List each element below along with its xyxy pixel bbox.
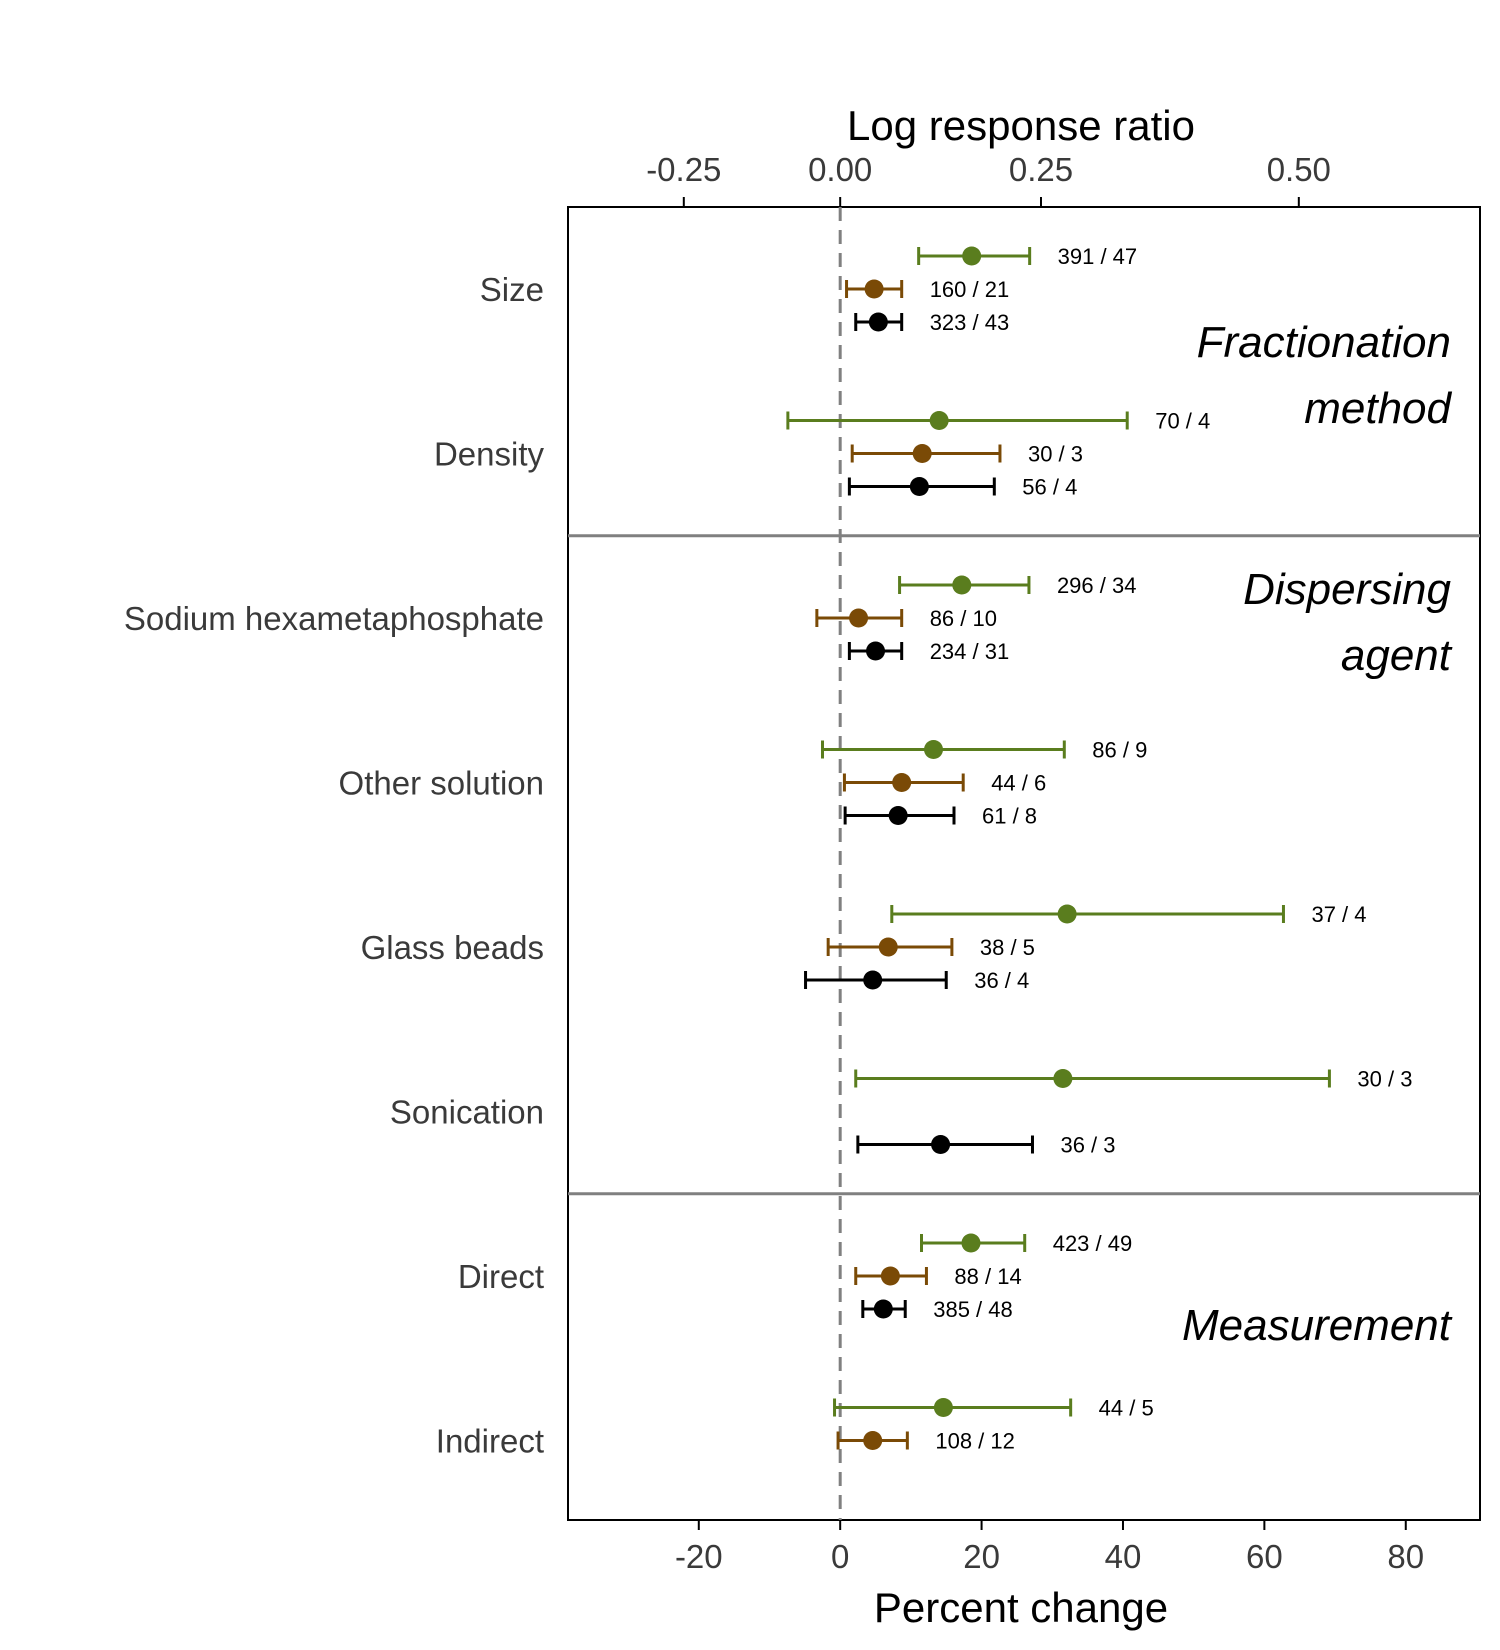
estimate-point [1057,904,1077,924]
group-label: Measurement [1182,1301,1453,1350]
sample-size-label: 160 / 21 [930,277,1010,302]
x-tick-label: 80 [1387,1538,1424,1575]
category-label: Glass beads [361,929,544,966]
estimate-point [961,1233,981,1253]
sample-size-label: 391 / 47 [1058,244,1138,269]
estimate-point [931,1135,951,1154]
sample-size-label: 234 / 31 [930,639,1010,664]
category-label: Sodium hexametaphosphate [124,600,544,637]
x-tick-label: -20 [675,1538,723,1575]
category-label: Sonication [390,1094,544,1131]
estimate-point [933,1398,953,1417]
sample-size-label: 44 / 5 [1099,1396,1154,1421]
category-label: Size [480,271,544,308]
sample-size-label: 86 / 10 [930,606,997,631]
x2-tick-label: -0.25 [646,151,721,188]
estimate-point [1053,1069,1073,1088]
estimate-point [863,970,883,990]
estimate-point [924,740,944,759]
estimate-point [952,575,972,595]
x-tick-label: 0 [831,1538,849,1575]
plot-border [567,206,1481,1521]
sample-size-label: 385 / 48 [933,1297,1013,1322]
sample-size-label: 323 / 43 [930,310,1010,335]
estimate-point [866,641,886,661]
sample-size-label: 56 / 4 [1022,475,1077,500]
x2-tick-label: 0.25 [1009,151,1073,188]
sample-size-label: 296 / 34 [1057,573,1137,598]
category-label: Direct [458,1258,544,1295]
estimate-point [878,937,898,957]
sample-size-label: 88 / 14 [954,1264,1021,1289]
sample-size-label: 36 / 4 [974,968,1029,993]
sample-size-label: 86 / 9 [1092,738,1147,763]
bottom-axis-title: Percent change [874,1584,1168,1631]
estimate-point [892,773,912,792]
sample-size-label: 423 / 49 [1053,1231,1133,1256]
sample-size-label: 38 / 5 [980,935,1035,960]
category-label: Indirect [436,1423,544,1460]
estimate-point [863,1431,883,1450]
x-tick-label: 60 [1246,1538,1283,1575]
sample-size-label: 30 / 3 [1028,442,1083,467]
estimate-point [868,312,888,332]
category-label: Other solution [339,765,544,802]
sample-size-label: 37 / 4 [1311,902,1366,927]
estimate-point [962,246,982,266]
x2-tick-label: 0.50 [1267,151,1331,188]
x-tick-label: 20 [963,1538,1000,1575]
estimate-point [888,806,908,825]
sample-size-label: 70 / 4 [1155,409,1210,434]
sample-size-label: 36 / 3 [1060,1133,1115,1158]
sample-size-label: 30 / 3 [1357,1067,1412,1092]
sample-size-label: 44 / 6 [991,771,1046,796]
estimate-point [909,477,929,496]
estimate-point [929,411,949,430]
group-label: agent [1341,631,1453,680]
x2-tick-label: 0.00 [808,151,872,188]
category-label: Density [434,436,545,473]
estimate-point [849,608,869,628]
sample-size-label: 61 / 8 [982,804,1037,829]
group-label: Dispersing [1243,565,1451,614]
top-axis-title: Log response ratio [847,102,1195,149]
sample-size-label: 108 / 12 [935,1429,1015,1454]
x-tick-label: 40 [1105,1538,1142,1575]
estimate-point [880,1266,900,1286]
estimate-point [864,279,884,299]
estimate-point [873,1299,893,1319]
group-label: method [1304,384,1452,433]
estimate-point [912,444,932,463]
plot-area: -20 0 20 40 60 80 -0.25 0.00 0.25 0.50 Size 391 / 4… [124,151,1481,1575]
group-label: Fractionation [1197,318,1451,367]
